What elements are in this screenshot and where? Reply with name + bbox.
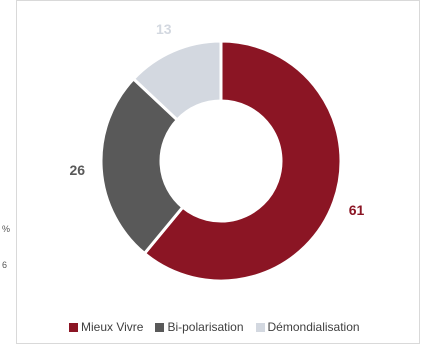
chart-frame: 61 26 13 Mieux Vivre Bi-polarisation Démondi… <box>16 0 420 344</box>
slice-value-label: 13 <box>156 21 172 37</box>
donut-slice-bi-polarisation <box>99 76 185 256</box>
donut-slice-d-mondialisation <box>131 39 223 123</box>
cropped-margin-fragments: % 6 <box>0 0 14 345</box>
legend-swatch <box>69 322 78 332</box>
legend-entry: Démondialisation <box>255 320 360 334</box>
donut-chart: 61 26 13 <box>69 21 365 283</box>
legend-label: Mieux Vivre <box>81 320 144 334</box>
slice-value-label: 61 <box>349 202 365 218</box>
legend-swatch <box>155 322 165 332</box>
chart-legend: Mieux Vivre Bi-polarisation Démondialisati… <box>69 320 360 334</box>
margin-fragment-1: % <box>2 224 11 234</box>
legend-label: Démondialisation <box>267 320 360 334</box>
legend-label: Bi-polarisation <box>167 320 244 334</box>
donut-slice-mieux-vivre <box>142 39 343 283</box>
margin-fragment-2: 6 <box>2 260 8 270</box>
slice-value-label: 26 <box>69 162 85 178</box>
legend-entry: Bi-polarisation <box>155 320 244 334</box>
legend-swatch <box>255 322 265 332</box>
legend-entry: Mieux Vivre <box>69 320 143 334</box>
